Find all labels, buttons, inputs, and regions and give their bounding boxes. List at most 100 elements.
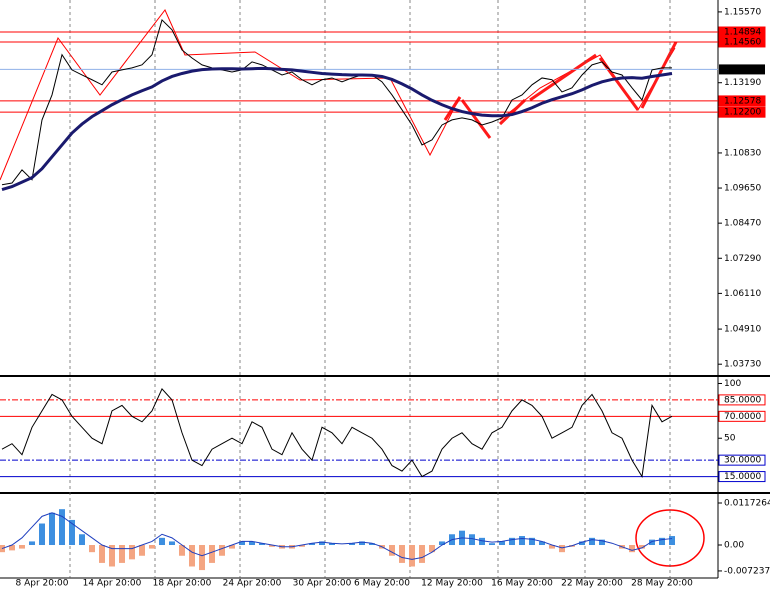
bar [639, 545, 645, 549]
y-tick-label: 1.04910 [724, 325, 761, 335]
arrow [460, 99, 492, 139]
level-label-box [718, 106, 766, 118]
bar [109, 545, 115, 567]
bar [309, 543, 315, 546]
bar [39, 523, 45, 546]
y-tick-label: 1.15570 [724, 7, 761, 17]
bar [159, 537, 165, 546]
bar [269, 545, 275, 547]
bar [319, 541, 325, 546]
bar [99, 545, 105, 563]
bar [579, 541, 585, 546]
bar [519, 536, 525, 546]
x-tick-label: 24 Apr 20:00 [223, 579, 282, 589]
bar [409, 545, 415, 567]
y-tick-label: 50 [724, 434, 736, 444]
bar [629, 545, 635, 553]
level-label: 1.14894 [724, 28, 761, 38]
bar [9, 545, 15, 551]
x-tick-label: 8 Apr 20:00 [16, 579, 69, 589]
bar [89, 545, 95, 553]
bar [139, 545, 145, 556]
bar [529, 537, 535, 546]
bar [649, 539, 655, 546]
line [1, 512, 673, 560]
y-tick-label: 0.0117264 [724, 499, 770, 509]
x-tick-label: 18 Apr 20:00 [153, 579, 212, 589]
x-tick-label: 12 May 20:00 [421, 579, 483, 589]
bar [669, 536, 675, 546]
bar [589, 537, 595, 546]
bar [179, 545, 185, 556]
bar [299, 545, 305, 547]
bar [509, 537, 515, 546]
level-label-box [718, 95, 766, 107]
bar [399, 545, 405, 563]
y-tick-label: 100 [724, 379, 741, 389]
bar [149, 545, 155, 549]
bar [349, 543, 355, 546]
y-tick-label: 1.13190 [724, 78, 761, 88]
bar [69, 519, 75, 546]
y-tick-label: 1.03730 [724, 360, 761, 370]
y-tick-label: 1.06110 [724, 289, 761, 299]
bar [249, 541, 255, 546]
bar [479, 537, 485, 546]
bar [329, 543, 335, 546]
last-price-label: 1.13637 [724, 65, 761, 75]
y-tick-label: -0.0072376 [724, 566, 770, 576]
bar [549, 545, 555, 549]
level-label: 70.0000 [724, 412, 761, 422]
bar [259, 543, 265, 546]
level-label: 1.12578 [724, 96, 761, 106]
bar [389, 545, 395, 556]
bar [19, 545, 25, 549]
bar [199, 545, 205, 571]
bar [489, 543, 495, 546]
level-label-box [718, 410, 766, 422]
bar [559, 545, 565, 553]
bar [129, 545, 135, 560]
bar [499, 541, 505, 546]
x-tick-label: 6 May 20:00 [354, 579, 410, 589]
bar [59, 509, 65, 546]
bar [209, 545, 215, 563]
level-label: 30.0000 [724, 456, 761, 466]
line [1, 388, 673, 479]
y-tick-label: 1.09650 [724, 184, 761, 194]
bar [359, 541, 365, 546]
bar [29, 541, 35, 546]
bar [119, 545, 125, 563]
bar [419, 545, 425, 563]
bar [599, 539, 605, 546]
y-tick-label: 1.08470 [724, 219, 761, 229]
bar [659, 537, 665, 546]
level-label: 1.14560 [724, 37, 761, 47]
level-label-box [718, 454, 766, 466]
level-label-box [718, 36, 766, 48]
x-tick-label: 28 May 20:00 [631, 579, 693, 589]
x-tick-label: 30 Apr 20:00 [293, 579, 352, 589]
y-tick-label: 0.00 [724, 541, 744, 551]
bar [369, 543, 375, 546]
line [1, 18, 672, 186]
x-tick-label: 22 May 20:00 [561, 579, 623, 589]
bar [169, 541, 175, 546]
bar [239, 541, 245, 546]
y-tick-label: 1.10830 [724, 148, 761, 158]
level-label-box [718, 394, 766, 406]
bar [439, 541, 445, 546]
bar [429, 545, 435, 553]
level-label: 15.0000 [724, 472, 761, 482]
x-tick-label: 14 Apr 20:00 [83, 579, 142, 589]
x-tick-label: 16 May 20:00 [491, 579, 553, 589]
bar [229, 545, 235, 549]
last-price-box [719, 64, 765, 75]
y-tick-label: 1.07290 [724, 254, 761, 264]
bar [219, 545, 225, 556]
level-label: 1.12200 [724, 108, 761, 118]
bar [49, 512, 55, 546]
level-label-box [718, 471, 766, 483]
